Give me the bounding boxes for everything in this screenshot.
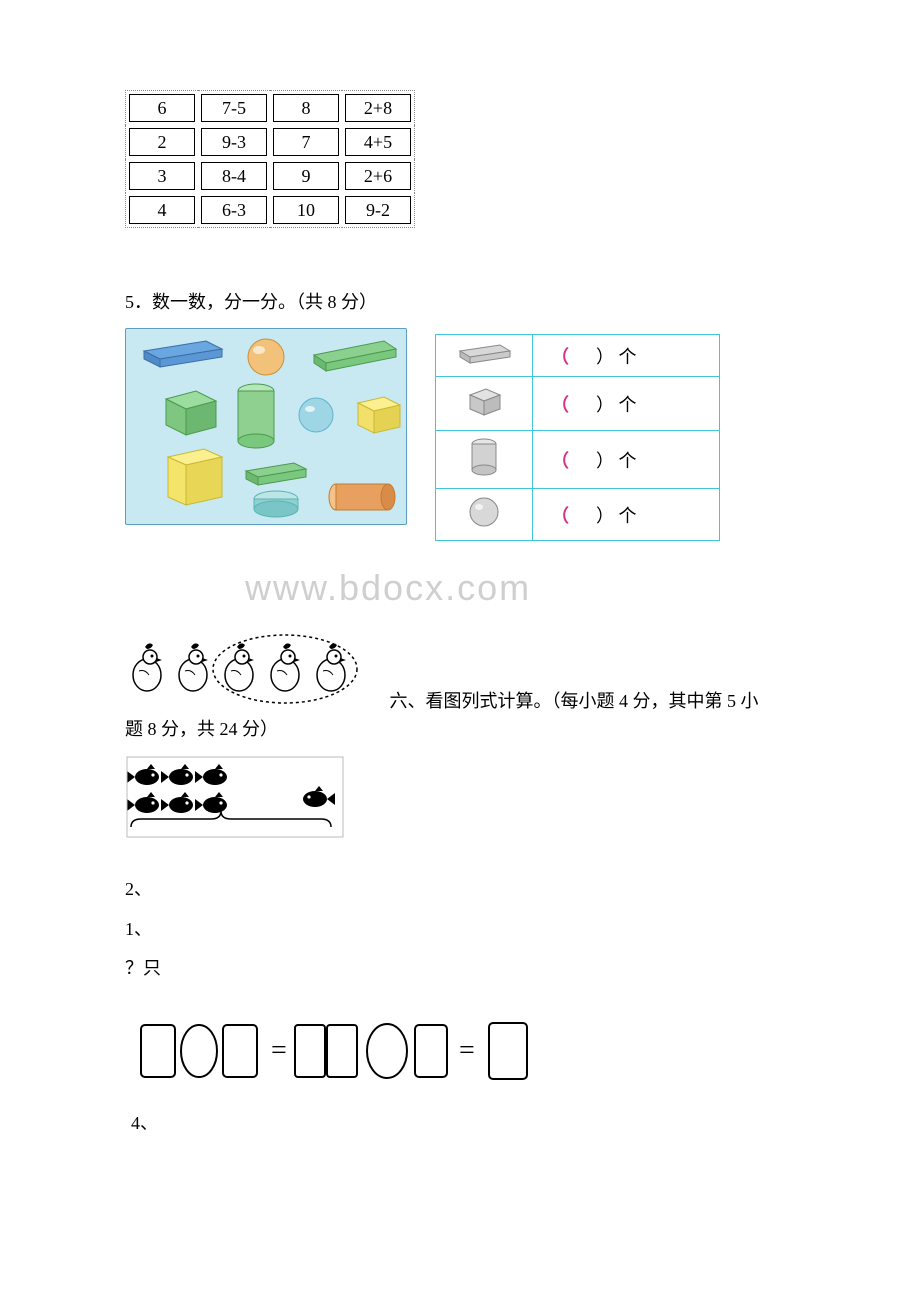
- count-blank: （ ） 个: [533, 377, 720, 431]
- sphere-blue-icon: [299, 398, 333, 432]
- q4-label: 4、: [131, 1109, 810, 1135]
- grid-cell: 7-5: [201, 94, 267, 122]
- chick-icon: [271, 643, 300, 691]
- grid-cell: 4: [129, 196, 195, 224]
- shapes-scene: [125, 328, 407, 525]
- sphere-orange-icon: [248, 339, 284, 375]
- cuboid-green2-icon: [246, 463, 306, 485]
- chick-icon: [317, 643, 346, 691]
- grid-cell: 9: [273, 162, 339, 190]
- fish-icon: [161, 792, 193, 813]
- grid-cell: 6: [129, 94, 195, 122]
- equals-sign: =: [271, 1035, 287, 1066]
- brace-icon: [131, 811, 331, 827]
- cuboid-green-icon: [314, 341, 396, 371]
- cube-yellow-icon: [358, 397, 400, 433]
- chick-icon: [133, 643, 162, 691]
- chicks-figure: [125, 629, 385, 712]
- grid-cell: 3: [129, 162, 195, 190]
- cube-green-icon: [166, 391, 216, 435]
- number-grid: 67-582+8 29-374+5 38-492+6 46-3109-2: [125, 90, 415, 228]
- fish-icon: [303, 786, 335, 807]
- q5-title: 5．数一数，分一分。（共 8 分）: [125, 288, 810, 314]
- equation-row: = =: [137, 1017, 810, 1089]
- grid-cell: 9-3: [201, 128, 267, 156]
- cylinder-teal-icon: [254, 491, 298, 517]
- count-blank: （ ） 个: [533, 431, 720, 489]
- fish-icon: [161, 764, 193, 785]
- line-2: 2、: [125, 870, 810, 910]
- fish-icon: [195, 792, 227, 813]
- cylinder-orange-icon: [329, 484, 395, 510]
- watermark-text: www.bdocx.com: [245, 567, 810, 609]
- section6-text-a: 六、看图列式计算。（每小题 4 分，其中第 5 小: [390, 691, 759, 711]
- grid-cell: 2+8: [345, 94, 411, 122]
- grid-cell: 4+5: [345, 128, 411, 156]
- fish-icon: [127, 792, 159, 813]
- grid-cell: 8: [273, 94, 339, 122]
- line-question: ？只: [125, 949, 810, 989]
- cuboid-icon: [436, 335, 533, 377]
- sphere-icon: [436, 489, 533, 541]
- grid-cell: 6-3: [201, 196, 267, 224]
- svg-text:=: =: [459, 1035, 475, 1066]
- cuboid-yellow-icon: [168, 449, 222, 505]
- cylinder-icon: [436, 431, 533, 489]
- grid-cell: 10: [273, 196, 339, 224]
- fish-icon: [195, 764, 227, 785]
- chick-icon: [225, 643, 254, 691]
- grid-cell: 9-2: [345, 196, 411, 224]
- grid-cell: 2+6: [345, 162, 411, 190]
- cylinder-green-icon: [238, 384, 274, 448]
- grid-cell: 8-4: [201, 162, 267, 190]
- chick-icon: [179, 643, 208, 691]
- cube-icon: [436, 377, 533, 431]
- grid-cell: 7: [273, 128, 339, 156]
- grid-cell: 2: [129, 128, 195, 156]
- count-blank: （ ） 个: [533, 489, 720, 541]
- count-table: （ ） 个（ ） 个（ ） 个（ ） 个: [435, 334, 720, 541]
- line-1: 1、: [125, 910, 810, 950]
- fish-icon: [127, 764, 159, 785]
- cuboid-blue-icon: [144, 341, 222, 367]
- fish-figure: [125, 755, 810, 850]
- count-blank: （ ） 个: [533, 335, 720, 377]
- section6-text-b: 题 8 分，共 24 分）: [125, 715, 810, 741]
